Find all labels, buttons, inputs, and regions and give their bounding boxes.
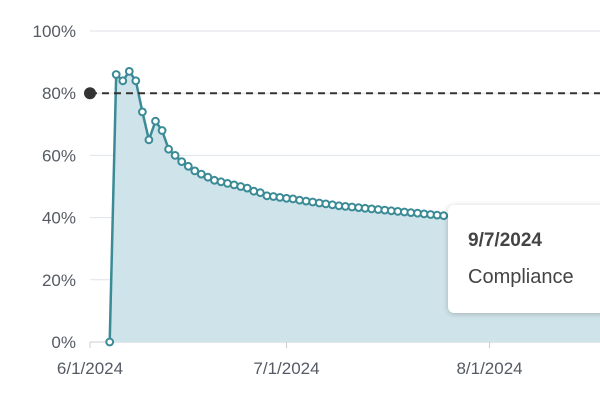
data-point xyxy=(105,337,115,347)
y-tick-label: 0% xyxy=(51,333,76,352)
data-point xyxy=(124,67,134,76)
threshold-line xyxy=(84,87,600,100)
data-point xyxy=(190,166,200,176)
data-point xyxy=(118,76,128,86)
x-tick-label: 6/1/2024 xyxy=(57,359,123,378)
chart-tooltip: 9/7/2024 Compliance xyxy=(448,205,600,313)
data-point xyxy=(131,76,141,86)
y-tick-label: 20% xyxy=(42,271,76,290)
data-point xyxy=(157,126,167,135)
y-tick-label: 80% xyxy=(42,84,76,103)
data-point xyxy=(183,161,193,171)
y-axis: 0% 20% 40% 60% 80% 100% xyxy=(33,22,76,352)
y-tick-label: 40% xyxy=(42,209,76,228)
data-point xyxy=(138,107,147,117)
y-tick-label: 100% xyxy=(33,22,76,41)
x-tick-label: 7/1/2024 xyxy=(253,359,319,378)
x-axis: 6/1/20247/1/20248/1/20249/1/202410/1/202… xyxy=(57,342,523,378)
data-point xyxy=(164,144,174,154)
data-point xyxy=(196,169,206,179)
data-point xyxy=(439,211,449,221)
threshold-marker xyxy=(84,87,96,100)
data-point xyxy=(151,116,160,126)
x-tick-label: 8/1/2024 xyxy=(456,359,522,378)
y-tick-label: 60% xyxy=(42,146,76,165)
data-point xyxy=(242,183,252,193)
data-point xyxy=(255,188,265,198)
data-point xyxy=(111,70,121,79)
data-point xyxy=(177,157,187,167)
data-point xyxy=(170,151,180,160)
tooltip-series-label: Compliance xyxy=(468,266,574,288)
tooltip-date: 9/7/2024 xyxy=(468,230,542,251)
data-point xyxy=(144,135,154,145)
